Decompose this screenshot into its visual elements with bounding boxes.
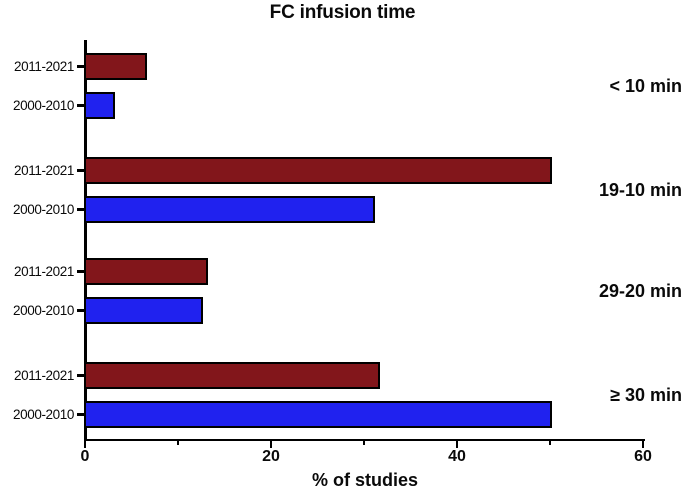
y-category-label: 2000-2010: [13, 302, 74, 318]
x-axis-minor-tick: [362, 440, 366, 445]
y-category-label: 2011-2021: [14, 58, 74, 74]
chart-title: FC infusion time: [269, 2, 416, 23]
y-axis-tick: [77, 270, 84, 273]
y-axis-tick: [77, 65, 84, 68]
y-category-label: 2000-2010: [13, 97, 74, 113]
y-axis-line: [84, 40, 87, 441]
group-label: ≥ 30 min: [610, 385, 682, 405]
y-category-label: 2011-2021: [14, 263, 74, 279]
group-label: < 10 min: [609, 76, 682, 96]
x-axis-minor-tick: [176, 440, 180, 445]
bar-2011-2021-group-3: [84, 258, 208, 285]
y-axis-tick: [77, 309, 84, 312]
y-category-label: 2000-2010: [13, 406, 74, 422]
y-axis-tick: [77, 374, 84, 377]
y-category-label: 2011-2021: [14, 162, 74, 178]
y-axis-tick: [77, 104, 84, 107]
bar-2011-2021-group-2: [84, 157, 552, 184]
y-category-label: 2011-2021: [14, 367, 74, 383]
bar-2011-2021-group-1: [84, 53, 147, 80]
bar-2000-2010-group-1: [84, 92, 115, 119]
y-axis-tick: [77, 413, 84, 416]
bar-2000-2010-group-3: [84, 297, 203, 324]
bar-2011-2021-group-4: [84, 362, 380, 389]
bar-2000-2010-group-2: [84, 196, 375, 223]
group-label: 19-10 min: [598, 180, 682, 200]
x-axis-title: % of studies: [311, 470, 418, 490]
y-category-label: 2000-2010: [13, 201, 74, 217]
x-axis-tick-label: 60: [634, 448, 652, 465]
y-axis-tick: [77, 169, 84, 172]
x-axis-major-tick: [83, 440, 87, 448]
x-axis-major-tick: [269, 440, 273, 448]
x-axis-minor-tick: [548, 440, 552, 445]
bar-2000-2010-group-4: [84, 401, 552, 428]
y-axis-tick: [77, 208, 84, 211]
group-label: 29-20 min: [598, 281, 682, 301]
x-axis-tick-label: 40: [448, 448, 466, 465]
x-axis-tick-label: 20: [262, 448, 280, 465]
x-axis-tick-label: 0: [80, 448, 90, 465]
x-axis-line: [84, 438, 645, 441]
x-axis-major-tick: [455, 440, 459, 448]
x-axis-major-tick: [641, 440, 645, 448]
